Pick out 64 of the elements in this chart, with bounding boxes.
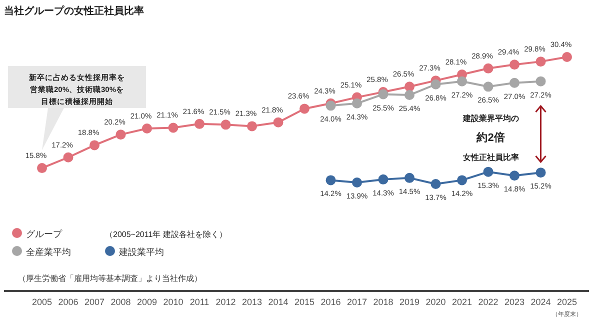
point <box>536 168 546 178</box>
point <box>326 175 336 186</box>
point <box>300 104 310 114</box>
legend-label: グループ <box>26 229 63 239</box>
annotation: 女性正社員比率 <box>462 152 519 162</box>
point <box>352 177 362 188</box>
x-tick-label: 2022 <box>478 297 498 307</box>
point <box>483 82 494 92</box>
point <box>220 120 231 130</box>
x-tick-label: 2007 <box>84 297 105 307</box>
point <box>430 179 441 189</box>
point <box>142 123 152 134</box>
legend-label: 建設業平均 <box>118 247 164 257</box>
point <box>378 174 388 184</box>
point <box>510 78 520 88</box>
x-tick-label: 2016 <box>320 297 341 307</box>
x-tick-label: 2008 <box>110 297 131 307</box>
point <box>37 163 47 174</box>
point <box>457 76 467 86</box>
x-tick-label: 2023 <box>504 297 525 307</box>
x-tick-label: 2021 <box>452 297 472 307</box>
x-tick-label: 2018 <box>373 297 394 307</box>
point <box>510 60 520 70</box>
x-tick-label: 2020 <box>426 297 446 307</box>
x-tick-label: 2025 <box>556 297 578 307</box>
chart-title: 当社グループの女性正社員比率 <box>4 5 144 17</box>
x-tick-label: 2011 <box>190 297 210 307</box>
point <box>326 100 336 111</box>
point <box>247 121 257 132</box>
text: （厚生労働省「雇用均等基本調査」より当社作成） <box>18 274 202 283</box>
point <box>510 170 520 181</box>
point <box>536 56 546 67</box>
point <box>536 76 546 86</box>
point <box>168 122 178 133</box>
point <box>90 140 100 150</box>
x-tick-label: 2009 <box>136 297 158 307</box>
point <box>483 166 494 177</box>
point <box>378 89 388 100</box>
x-tick-label: 2019 <box>399 297 420 307</box>
point <box>116 130 126 140</box>
point <box>457 175 467 186</box>
x-tick-label: 2010 <box>163 297 184 307</box>
point <box>562 52 572 62</box>
point <box>404 82 414 92</box>
x-tick-label: 2017 <box>346 297 368 307</box>
legend-label: 全産業平均 <box>26 247 71 257</box>
point <box>273 117 284 128</box>
annotation: 建設業界平均の <box>462 114 519 123</box>
x-tick-label: 2024 <box>530 297 551 307</box>
point <box>404 172 414 183</box>
x-tick-label: 2005 <box>32 297 52 307</box>
x-tick-label: 2015 <box>294 297 315 307</box>
point <box>352 98 362 108</box>
x-tick-label: 2013 <box>242 297 262 307</box>
x-tick-label: 2012 <box>216 297 236 307</box>
point <box>404 90 414 100</box>
point <box>63 152 74 162</box>
annotation: 約2倍 <box>476 131 505 144</box>
point <box>483 63 494 74</box>
text: （2005~2011年 建設各社を除く） <box>105 230 227 239</box>
x-tick-label: 2006 <box>58 297 78 307</box>
point <box>430 79 441 90</box>
point <box>194 118 204 129</box>
x-tick-label: 2014 <box>268 297 288 307</box>
